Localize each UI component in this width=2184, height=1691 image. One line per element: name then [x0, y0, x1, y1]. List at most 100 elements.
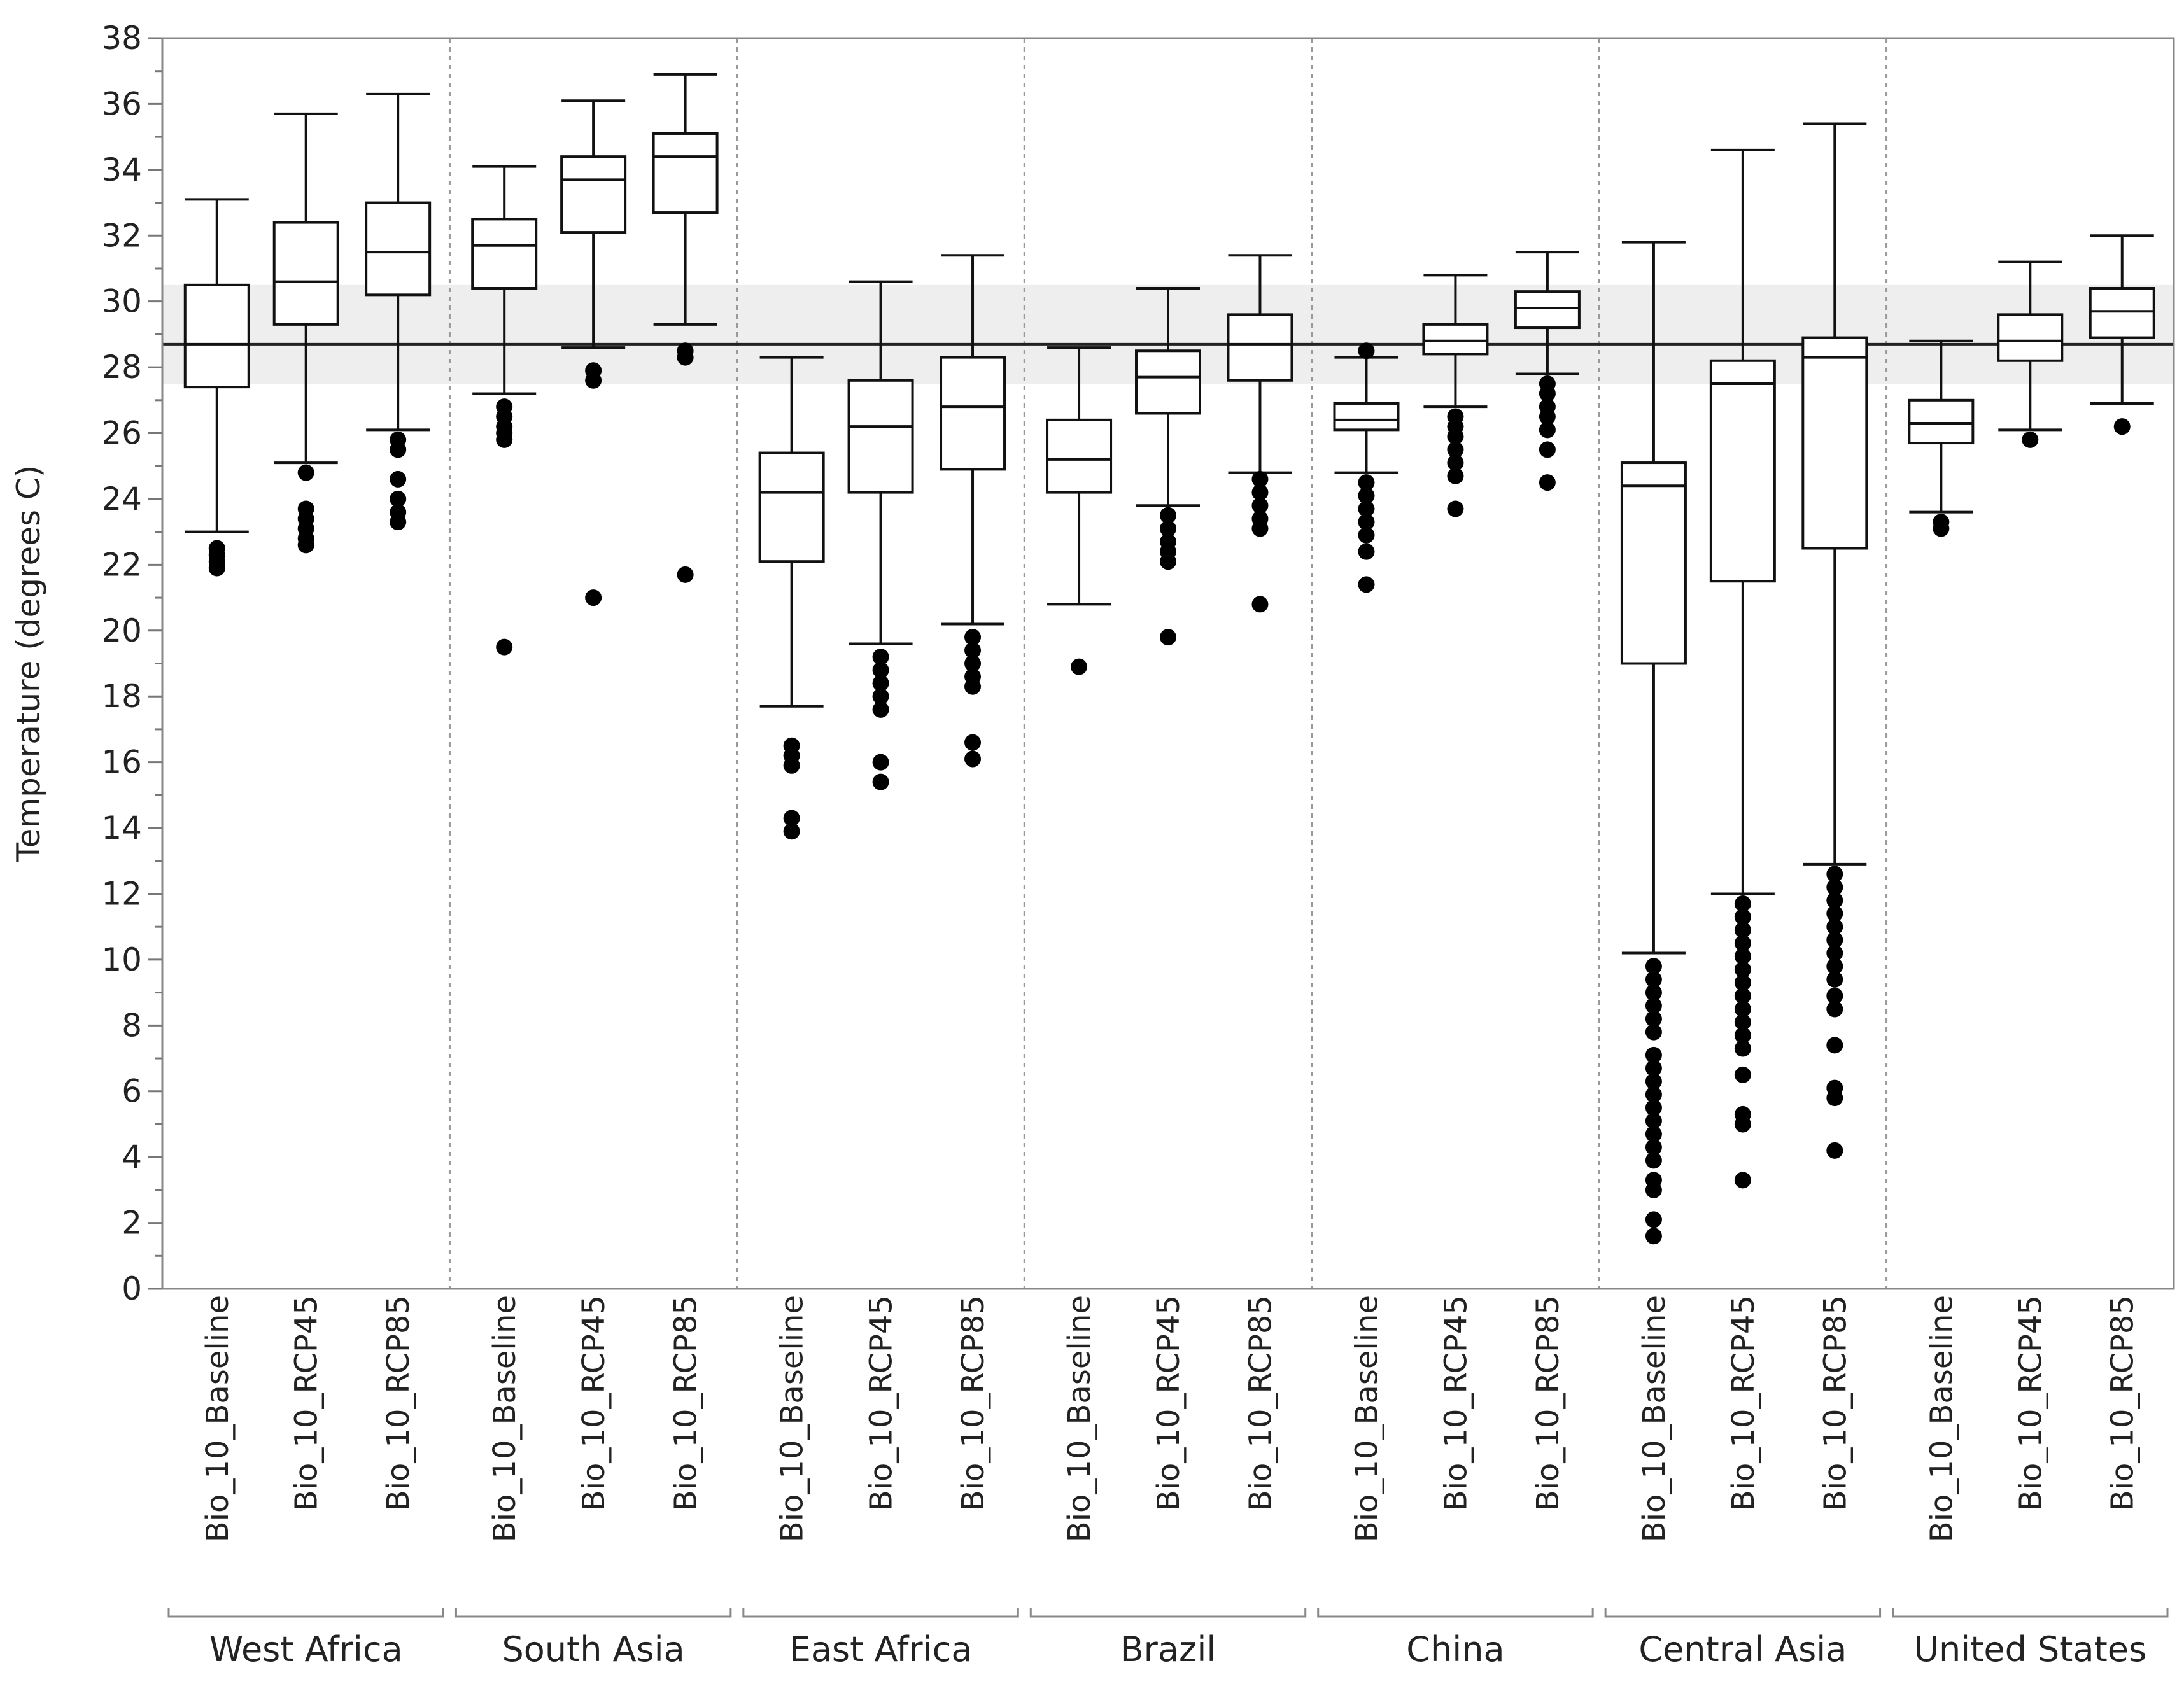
category-label: Bio_10_RCP45	[1151, 1295, 1187, 1511]
outlier-point	[783, 823, 800, 840]
outlier-point	[1826, 958, 1843, 975]
outlier-point	[1645, 1010, 1662, 1027]
box-3-0	[1046, 346, 1113, 675]
box-iqr	[1135, 349, 1201, 415]
outlier-point	[872, 649, 889, 666]
group-bracket	[454, 1608, 732, 1618]
plot-frame	[161, 37, 2175, 1290]
outlier-point	[964, 734, 982, 751]
group-bracket	[1892, 1608, 2169, 1618]
outlier-point	[1358, 474, 1375, 491]
box-4-2	[1514, 251, 1581, 491]
outlier-point	[1539, 385, 1556, 402]
box-iqr	[365, 201, 432, 297]
y-tick-label: 26	[101, 415, 142, 452]
outlier-point	[1447, 454, 1464, 472]
box-iqr	[1709, 359, 1776, 583]
y-tick-label: 16	[101, 744, 142, 781]
outlier-point	[1826, 1037, 1843, 1054]
outlier-point	[1358, 576, 1375, 593]
outlier-point	[1071, 658, 1088, 675]
outlier-point	[1251, 497, 1269, 514]
outlier-point	[1251, 484, 1269, 501]
category-label: Bio_10_RCP45	[1726, 1295, 1761, 1511]
outlier-point	[1826, 971, 1843, 988]
outlier-point	[872, 701, 889, 718]
outlier-point	[1447, 441, 1464, 458]
box-5-0	[1620, 241, 1687, 1245]
outlier-point	[964, 750, 982, 768]
outlier-point	[1734, 895, 1751, 912]
box-iqr	[1227, 313, 1293, 382]
outlier-point	[1645, 997, 1662, 1014]
group-label: West Africa	[209, 1629, 403, 1669]
category-label: Bio_10_RCP45	[2013, 1295, 2048, 1511]
outlier-point	[1447, 428, 1464, 445]
y-tick-label: 34	[101, 151, 142, 188]
outlier-point	[1645, 1139, 1662, 1156]
group-label: United States	[1913, 1629, 2146, 1669]
outlier-point	[1933, 520, 1950, 537]
outlier-point	[1734, 1040, 1751, 1057]
outlier-point	[1826, 1090, 1843, 1107]
group-bracket	[167, 1608, 444, 1618]
outlier-point	[390, 514, 407, 531]
group-label: South Asia	[502, 1629, 685, 1669]
group-bracket	[1604, 1608, 1882, 1618]
outlier-point	[1645, 1125, 1662, 1142]
outlier-point	[1160, 629, 1176, 646]
outlier-point	[783, 810, 800, 827]
outlier-point	[1734, 1116, 1751, 1133]
box-iqr	[847, 379, 914, 494]
outlier-point	[1160, 520, 1176, 537]
outlier-point	[2113, 418, 2131, 435]
box-iqr	[652, 132, 719, 214]
box-1-0	[471, 165, 538, 656]
box-3-1	[1135, 287, 1201, 646]
y-tick-label: 2	[122, 1205, 142, 1242]
box-2-0	[758, 356, 825, 840]
box-4-1	[1422, 274, 1489, 517]
group-bracket	[1029, 1608, 1307, 1618]
y-tick-label: 28	[101, 349, 142, 386]
box-iqr	[1801, 336, 1868, 550]
category-label: Bio_10_Baseline	[1062, 1295, 1097, 1542]
y-tick-label: 12	[101, 875, 142, 912]
outlier-point	[1645, 1228, 1662, 1245]
category-label: Bio_10_RCP85	[1817, 1295, 1853, 1511]
outlier-point	[1826, 918, 1843, 936]
outlier-point	[1539, 408, 1556, 425]
outlier-point	[1358, 543, 1375, 560]
outlier-point	[1251, 596, 1269, 613]
outlier-point	[872, 675, 889, 692]
outlier-point	[1358, 487, 1375, 504]
outlier-point	[585, 589, 602, 607]
box-2-2	[940, 254, 1006, 768]
box-6-2	[2089, 234, 2155, 435]
outlier-point	[585, 372, 602, 389]
outlier-point	[208, 559, 225, 577]
outlier-point	[1734, 961, 1751, 978]
outlier-point	[297, 464, 314, 481]
outlier-point	[390, 470, 407, 488]
y-tick-label: 38	[101, 20, 142, 57]
outlier-point	[1734, 1066, 1751, 1083]
outlier-point	[1358, 514, 1375, 531]
group-bracket	[1317, 1608, 1594, 1618]
box-iqr	[471, 218, 538, 290]
category-label: Bio_10_Baseline	[200, 1295, 236, 1542]
category-label: Bio_10_Baseline	[1637, 1295, 1672, 1542]
outlier-point	[872, 754, 889, 771]
category-label: Bio_10_RCP85	[955, 1295, 991, 1511]
outlier-point	[1645, 1112, 1662, 1130]
outlier-point	[1734, 1027, 1751, 1044]
box-iqr	[560, 155, 627, 234]
box-iqr	[272, 221, 339, 326]
y-tick-label: 30	[101, 283, 142, 320]
box-5-2	[1801, 122, 1868, 1159]
box-iqr	[1908, 398, 1975, 445]
outlier-point	[1826, 944, 1843, 962]
y-tick-label: 36	[101, 85, 142, 122]
category-label: Bio_10_Baseline	[775, 1295, 810, 1542]
group-label: China	[1406, 1629, 1504, 1669]
